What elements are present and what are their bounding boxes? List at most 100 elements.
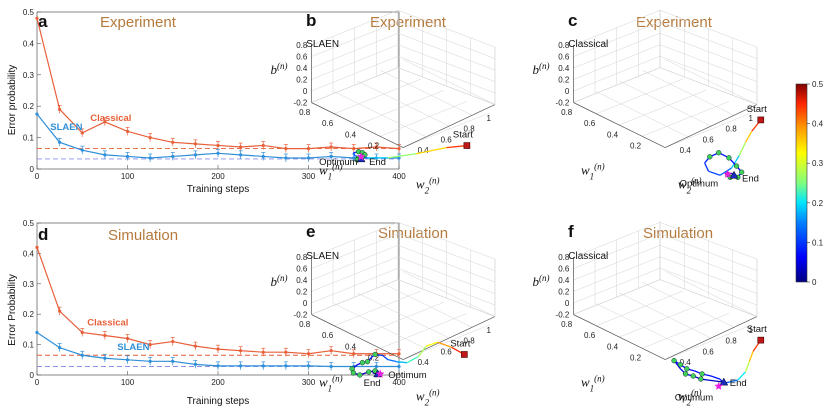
- data-point: [239, 349, 243, 353]
- z-tick-label: 0.2: [558, 76, 570, 85]
- w2-tick-label: 0.8: [726, 337, 738, 346]
- data-point: [397, 156, 401, 160]
- x-tick-label: 300: [302, 378, 316, 387]
- data-point: [148, 359, 152, 363]
- x-tick-label: 100: [121, 378, 135, 387]
- w1-axis-label: w1(n): [319, 373, 343, 393]
- data-point: [329, 154, 333, 159]
- panel-f-title: Simulation: [643, 225, 713, 242]
- w2-tick-label: 1: [486, 114, 491, 123]
- z-tick-label: -0.2: [294, 311, 308, 320]
- data-point: [306, 156, 311, 160]
- data-point: [306, 146, 311, 151]
- panel-a-ylabel: Error probability: [7, 65, 18, 136]
- trajectory-point: [357, 372, 363, 378]
- w2-tick-label: 0.4: [680, 146, 692, 155]
- grid-line: [619, 292, 712, 339]
- x-tick-label: 300: [302, 172, 316, 181]
- panel-b-title: Experiment: [370, 14, 447, 31]
- w1-tick-label: 0.2: [368, 354, 380, 363]
- grid-line: [665, 324, 752, 360]
- back-edge: [573, 279, 661, 315]
- data-point: [239, 153, 243, 157]
- trajectory-point: [698, 376, 704, 382]
- trajectory-segment: [387, 153, 416, 159]
- z-axis-label: b(n): [271, 273, 288, 289]
- colorbar-tick-label: 0.4: [812, 120, 824, 129]
- w1-axis-label: w1(n): [581, 373, 605, 393]
- z-tick-label: -0.2: [294, 99, 308, 108]
- end-label: End: [742, 173, 759, 184]
- grid-line: [334, 290, 422, 327]
- x-tick-label: 0: [35, 378, 40, 387]
- panel-c-title: Experiment: [636, 14, 713, 31]
- grid-line: [642, 69, 735, 116]
- data-point: [261, 143, 265, 148]
- data-point: [80, 353, 84, 357]
- z-tick-label: 0.8: [296, 41, 308, 50]
- w2-tick-label: 1: [748, 114, 753, 123]
- panel-a-label: a: [38, 12, 48, 31]
- back-edge: [311, 279, 399, 315]
- grid-line: [619, 89, 707, 126]
- w2-tick-label: 0.6: [441, 135, 453, 144]
- grid-line: [665, 112, 752, 148]
- back-edge: [573, 67, 661, 103]
- grid-line: [334, 303, 427, 350]
- data-point: [80, 148, 84, 152]
- w1-tick-label: 0.2: [630, 142, 642, 151]
- trajectory-point: [364, 359, 371, 365]
- w1-tick-label: 0.6: [322, 119, 334, 128]
- trajectory-segment: [710, 375, 721, 380]
- grid-line: [357, 301, 445, 338]
- data-point: [171, 140, 175, 144]
- z-tick-label: -0.2: [556, 99, 570, 108]
- w1-tick-label: 0.4: [607, 342, 619, 351]
- colorbar-tick-label: 0.3: [812, 159, 824, 168]
- start-label: Start: [453, 130, 473, 141]
- data-point: [261, 154, 265, 159]
- w1-tick-label: 0.8: [299, 108, 311, 117]
- grid-line: [596, 303, 689, 350]
- data-point: [125, 336, 130, 341]
- data-point: [261, 364, 265, 368]
- panel-a-title: Experiment: [100, 14, 177, 31]
- optimum-marker: [356, 152, 366, 161]
- trajectory-point: [699, 371, 705, 377]
- data-point: [216, 143, 220, 148]
- trajectory-point: [671, 357, 677, 364]
- grid-line: [380, 313, 467, 349]
- w2-tick-label: 1: [748, 326, 753, 335]
- z-tick-label: 0.8: [558, 41, 570, 50]
- data-point: [329, 349, 333, 353]
- z-tick-label: 0: [303, 299, 308, 308]
- trajectory-segment: [719, 167, 732, 176]
- grid-line: [596, 91, 689, 138]
- trajectory-point: [707, 154, 713, 160]
- end-marker: [719, 377, 729, 386]
- panel-e: e Simulation -0.2 0 0.2 0.4 0.6 0.8 0.8 0.6 0.4 0…: [271, 222, 496, 408]
- x-tick-label: 400: [392, 378, 406, 387]
- y-tick-label: 0.3: [23, 71, 35, 80]
- series-label-classical: Classical: [90, 113, 131, 124]
- trajectory-point: [733, 163, 740, 169]
- data-point: [284, 156, 288, 160]
- data-point: [352, 352, 356, 356]
- w1-axis-line: [573, 102, 666, 148]
- trajectory-segment: [417, 345, 427, 357]
- data-point: [103, 356, 107, 360]
- grid-line: [357, 80, 450, 127]
- data-point: [35, 330, 39, 335]
- trajectory-segment: [728, 379, 738, 383]
- panel-b-plot: -0.200.20.40.60.80.80.60.40.20.40.60.81b…: [271, 10, 496, 196]
- data-point: [239, 364, 243, 368]
- data-point: [58, 140, 62, 144]
- z-tick-label: -0.2: [556, 311, 570, 320]
- x-tick-label: 400: [392, 172, 406, 181]
- optimum-label: Optimum: [680, 178, 719, 189]
- start-label: Start: [450, 338, 470, 349]
- w2-tick-label: 0.4: [418, 358, 430, 367]
- panel-a-plot: 0 0.1 0.2 0.3 0.4 0.5 0 100 200 300 400 Classical SL…: [23, 8, 406, 181]
- trajectory-segment: [730, 155, 740, 169]
